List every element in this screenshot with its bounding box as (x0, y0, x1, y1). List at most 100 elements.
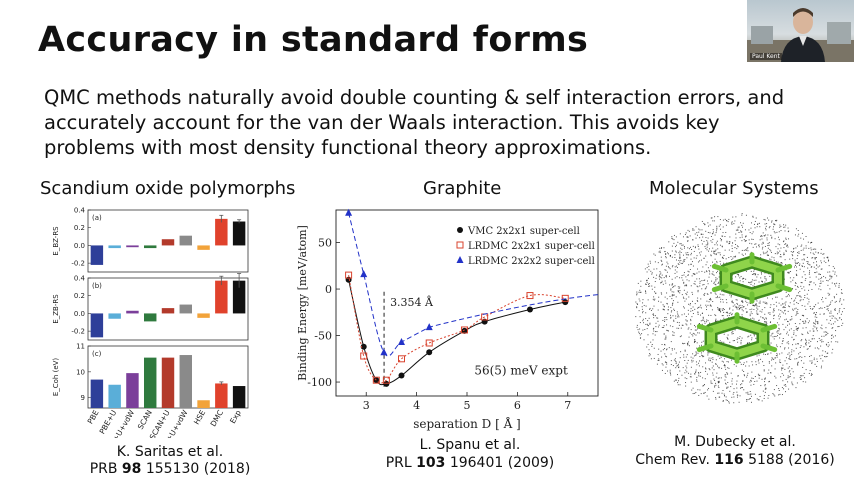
cloud-dot (679, 384, 681, 386)
cloud-dot (774, 395, 776, 397)
cloud-dot (697, 245, 699, 247)
cloud-dot (776, 305, 778, 307)
cloud-dot (774, 224, 776, 226)
cloud-dot (800, 379, 802, 381)
cloud-dot (753, 309, 755, 311)
cloud-dot (736, 383, 738, 385)
cloud-dot (658, 348, 660, 350)
cloud-dot (658, 324, 660, 326)
cloud-dot (775, 246, 777, 248)
cloud-dot (736, 391, 738, 393)
cloud-dot (707, 244, 709, 246)
cloud-dot (790, 319, 792, 321)
cloud-dot (741, 307, 743, 309)
cloud-dot (717, 308, 719, 310)
cloud-dot (710, 240, 712, 242)
cloud-dot (756, 310, 758, 312)
cloud-dot (678, 290, 680, 292)
cloud-dot (820, 252, 822, 254)
cloud-dot (833, 315, 835, 317)
cloud-dot (763, 218, 765, 220)
cloud-dot (784, 243, 786, 245)
cloud-dot (786, 333, 788, 335)
cloud-dot (722, 219, 724, 221)
cloud-dot (775, 296, 777, 298)
cloud-dot (832, 270, 834, 272)
cloud-dot (745, 214, 747, 216)
cloud-dot (648, 349, 650, 351)
cloud-dot (785, 296, 787, 298)
cloud-dot (718, 225, 720, 227)
cloud-dot (797, 252, 799, 254)
cloud-dot (815, 257, 817, 259)
cloud-dot (781, 387, 783, 389)
cloud-dot (687, 274, 689, 276)
cloud-dot (800, 237, 802, 239)
x-axis-label: separation D [ Å ] (413, 416, 521, 431)
y-axis-label: Binding Energy [meV/atom] (296, 225, 309, 381)
cloud-dot (698, 362, 700, 364)
cloud-dot (747, 247, 749, 249)
cloud-dot (696, 347, 698, 349)
cloud-dot (816, 365, 818, 367)
cloud-dot (812, 248, 814, 250)
cloud-dot (811, 257, 813, 259)
cloud-dot (835, 285, 837, 287)
cloud-dot (837, 326, 839, 328)
cloud-dot (739, 304, 741, 306)
cloud-dot (738, 401, 740, 403)
cloud-dot (713, 251, 715, 253)
heading-graphite: Graphite (423, 178, 502, 199)
cloud-dot (715, 397, 717, 399)
cloud-dot (726, 302, 728, 304)
cloud-dot (719, 219, 721, 221)
cloud-dot (727, 338, 729, 340)
cloud-dot (807, 263, 809, 265)
cloud-dot (730, 312, 732, 314)
cloud-dot (775, 261, 777, 263)
cloud-dot (639, 322, 641, 324)
cloud-dot (766, 217, 768, 219)
cloud-dot (759, 239, 761, 241)
cloud-dot (706, 300, 708, 302)
cloud-dot (671, 278, 673, 280)
cloud-dot (833, 297, 835, 299)
cloud-dot (756, 305, 758, 307)
cloud-dot (793, 266, 795, 268)
cloud-dot (687, 274, 689, 276)
legend-entry: LRDMC 2x2x2 super-cell (468, 256, 595, 267)
cloud-dot (803, 372, 805, 374)
cloud-dot (810, 355, 812, 357)
cloud-dot (742, 387, 744, 389)
cloud-dot (780, 333, 782, 335)
cloud-dot (741, 369, 743, 371)
cloud-dot (803, 247, 805, 249)
cloud-dot (745, 249, 747, 251)
cloud-dot (746, 311, 748, 313)
cloud-dot (784, 259, 786, 261)
cloud-dot (738, 338, 740, 340)
cloud-dot (697, 291, 699, 293)
cloud-dot (827, 280, 829, 282)
cloud-dot (720, 377, 722, 379)
cloud-dot (689, 304, 691, 306)
cloud-dot (722, 232, 724, 234)
cloud-dot (667, 266, 669, 268)
cloud-dot (669, 369, 671, 371)
cloud-dot (671, 266, 673, 268)
cloud-dot (691, 291, 693, 293)
cloud-dot (766, 252, 768, 254)
cloud-dot (757, 223, 759, 225)
presenter-video[interactable]: Paul Kent (747, 0, 854, 62)
cloud-dot (762, 390, 764, 392)
cloud-dot (813, 359, 815, 361)
cloud-dot (708, 276, 710, 278)
cloud-dot (724, 364, 726, 366)
cloud-dot (764, 245, 766, 247)
cloud-dot (779, 244, 781, 246)
cloud-dot (809, 370, 811, 372)
cloud-dot (717, 320, 719, 322)
cloud-dot (661, 247, 663, 249)
cloud-dot (796, 245, 798, 247)
cloud-dot (815, 284, 817, 286)
